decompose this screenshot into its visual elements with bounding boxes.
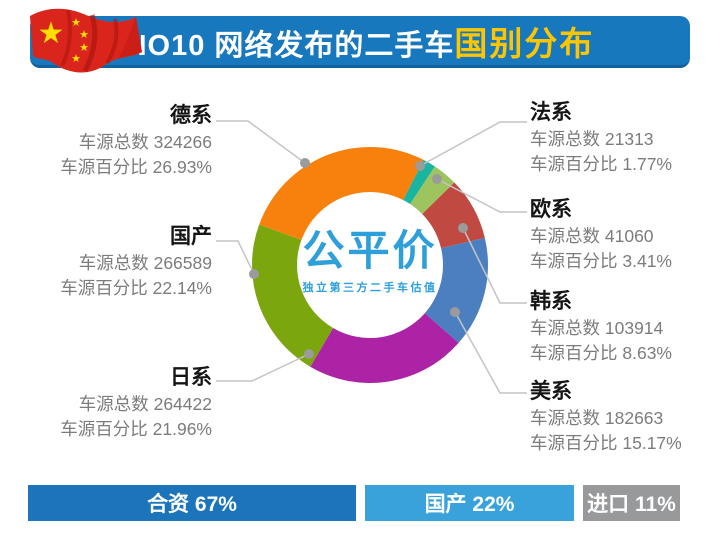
- leader-line-欧系: [436, 178, 527, 213]
- svg-text:★: ★: [71, 17, 81, 29]
- callout-count: 车源总数 266589: [78, 253, 212, 273]
- footer-bar-guochan: 国产 22%: [365, 485, 574, 521]
- callout-hanxi: 韩系 车源总数 103914 车源百分比 8.63%: [530, 288, 672, 366]
- svg-text:★: ★: [79, 42, 89, 54]
- china-flag-icon: ★ ★ ★ ★ ★: [30, 8, 142, 73]
- callout-title: 日系: [170, 366, 212, 389]
- footer-bar-jinkou: 进口 11%: [583, 485, 680, 521]
- leader-dot-国产: [249, 269, 259, 279]
- footer-bar-hezi: 合资 67%: [28, 485, 356, 521]
- callout-guochan: 国产 车源总数 266589 车源百分比 22.14%: [12, 223, 212, 301]
- callout-title: 德系: [170, 104, 212, 127]
- leader-dot-德系: [300, 158, 310, 168]
- callout-count: 车源总数 103914: [530, 318, 664, 338]
- callout-title: 韩系: [530, 290, 572, 313]
- page-title-main: NO10 网络发布的二手车: [125, 29, 455, 62]
- callout-percent: 车源百分比 1.77%: [530, 154, 672, 174]
- leader-dot-欧系: [432, 174, 442, 184]
- donut-slice-美系: [424, 237, 488, 343]
- leader-line-德系: [216, 120, 306, 164]
- leader-dot-韩系: [458, 223, 468, 233]
- callout-ouxi: 欧系 车源总数 41060 车源百分比 3.41%: [530, 196, 672, 274]
- leader-line-日系: [216, 353, 310, 382]
- donut-slice-国产: [251, 224, 334, 367]
- callout-count: 车源总数 324266: [78, 132, 212, 152]
- page-title: NO10 网络发布的二手车国别分布: [126, 17, 595, 65]
- footer-bars: 合资 67% 国产 22% 进口 11%: [28, 485, 680, 521]
- callout-count: 车源总数 41060: [530, 226, 654, 246]
- page-title-accent: 国别分布: [454, 24, 595, 62]
- center-logo: 公平价 独立第三方二手车估值: [285, 228, 455, 295]
- svg-text:★: ★: [71, 53, 81, 65]
- callout-dexi: 德系 车源总数 324266 车源百分比 26.93%: [12, 102, 212, 180]
- callout-title: 国产: [170, 225, 212, 248]
- donut-slice-德系: [259, 147, 424, 240]
- leader-line-国产: [216, 240, 255, 275]
- callout-title: 美系: [530, 380, 572, 403]
- callout-percent: 车源百分比 22.14%: [60, 278, 212, 298]
- donut-slice-欧系: [410, 166, 455, 214]
- leader-dot-美系: [450, 307, 460, 317]
- callout-count: 车源总数 264422: [78, 394, 212, 414]
- logo-wordmark: 公平价: [302, 227, 438, 274]
- callout-rixi: 日系 车源总数 264422 车源百分比 21.96%: [12, 364, 212, 442]
- callout-percent: 车源百分比 3.41%: [530, 251, 672, 271]
- callout-percent: 车源百分比 8.63%: [530, 343, 672, 363]
- leader-dot-日系: [304, 349, 314, 359]
- callout-percent: 车源百分比 15.17%: [530, 433, 682, 453]
- leader-line-美系: [454, 311, 527, 394]
- header-banner: NO10 网络发布的二手车国别分布: [30, 16, 690, 68]
- callout-count: 车源总数 182663: [530, 408, 664, 428]
- leader-dot-法系: [415, 161, 425, 171]
- callout-faxi: 法系 车源总数 21313 车源百分比 1.77%: [530, 99, 672, 177]
- callout-percent: 车源百分比 26.93%: [60, 157, 212, 177]
- svg-text:★: ★: [38, 17, 65, 50]
- callout-title: 法系: [530, 101, 572, 124]
- callout-title: 欧系: [530, 198, 572, 221]
- leader-line-法系: [419, 121, 527, 167]
- callout-count: 车源总数 21313: [530, 129, 654, 149]
- donut-slice-法系: [403, 159, 435, 205]
- svg-text:★: ★: [79, 29, 89, 41]
- donut-slice-韩系: [422, 182, 485, 249]
- callout-percent: 车源百分比 21.96%: [60, 419, 212, 439]
- logo-tagline: 独立第三方二手车估值: [302, 282, 438, 294]
- donut-slice-日系: [310, 313, 459, 384]
- leader-line-韩系: [462, 227, 527, 304]
- callout-meixi: 美系 车源总数 182663 车源百分比 15.17%: [530, 378, 682, 456]
